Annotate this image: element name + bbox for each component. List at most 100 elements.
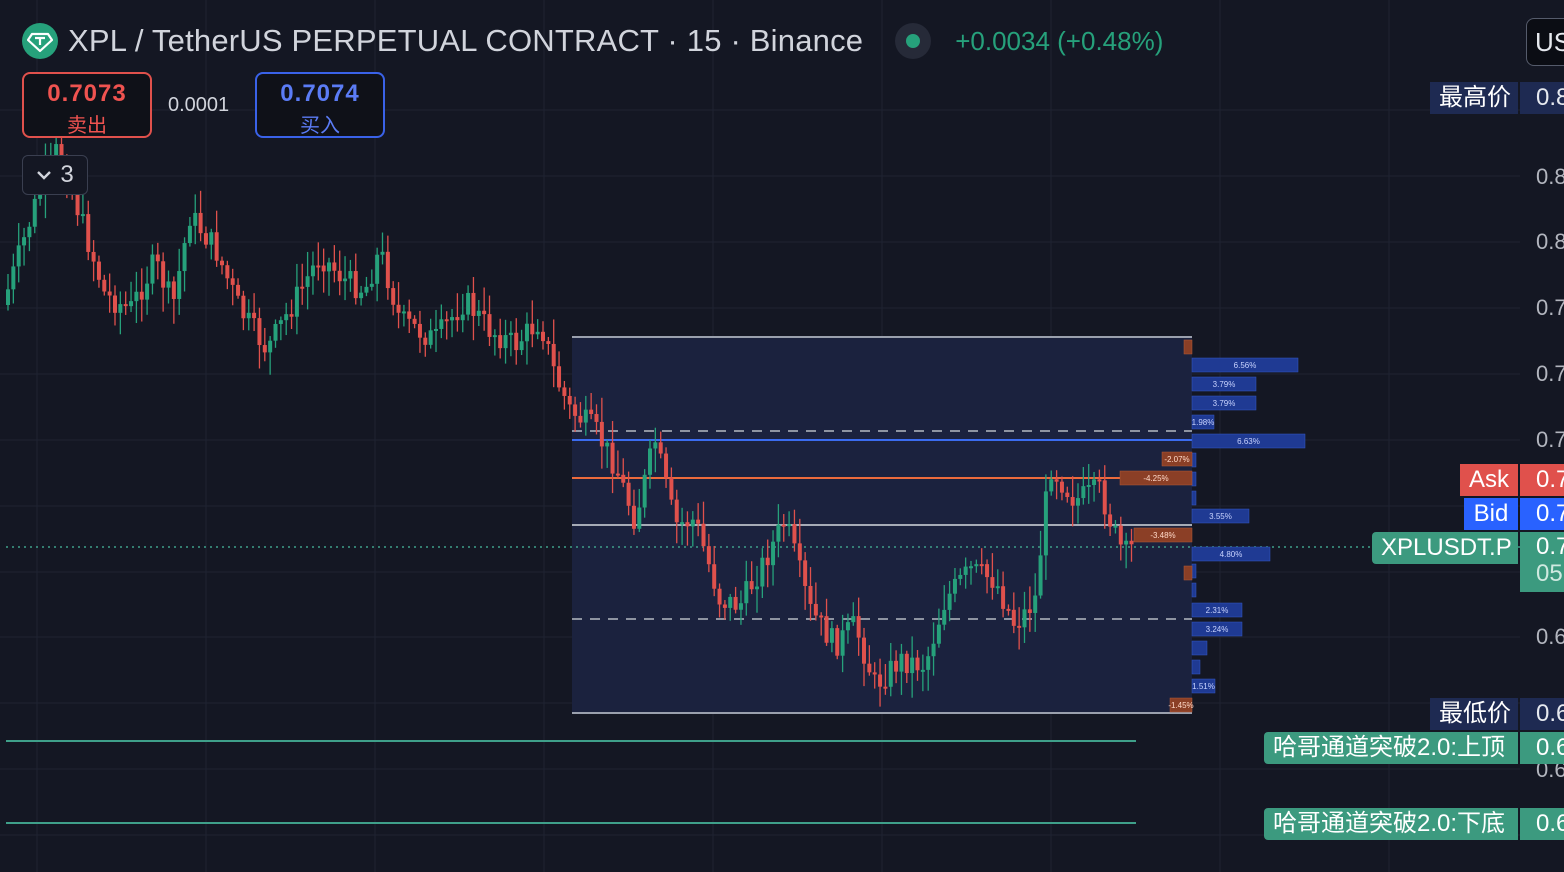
price-tick: 0.6: [1536, 624, 1564, 649]
bid-value: 0.7: [1520, 498, 1564, 530]
candle-body: [658, 442, 663, 454]
candle-body: [27, 226, 32, 238]
candle-body: [182, 243, 187, 272]
currency-button[interactable]: US: [1526, 18, 1564, 66]
candle-body: [690, 519, 695, 527]
candle-body: [610, 442, 615, 474]
candle-body: [225, 265, 230, 279]
candle-body: [669, 477, 674, 500]
candle-body: [1065, 492, 1070, 498]
candle-body: [32, 198, 37, 227]
volume-bar-label: -1.45%: [1168, 701, 1193, 710]
candle-body: [648, 448, 652, 475]
symbol-title[interactable]: XPL / TetherUS PERPETUAL CONTRACT · 15 ·…: [68, 23, 864, 58]
candle-body: [524, 323, 529, 342]
candle-body: [1017, 625, 1022, 628]
candle-body: [294, 286, 299, 317]
candle-body: [91, 251, 96, 262]
candle-body: [316, 265, 321, 268]
candle-body: [626, 482, 631, 506]
volume-bar-label: 1.98%: [1192, 418, 1215, 427]
indicator-count: 3: [60, 161, 74, 188]
candle-body: [391, 288, 396, 305]
volume-bar-buy: [1191, 490, 1197, 506]
high-label: 最高价: [1430, 82, 1518, 114]
candle-body: [428, 330, 433, 345]
volume-bar-sell: [1169, 697, 1193, 713]
volume-bar-label: 4.80%: [1220, 550, 1243, 559]
indicators-toggle[interactable]: 3: [22, 155, 88, 195]
candle-body: [920, 669, 925, 672]
volume-bar-buy: [1191, 582, 1197, 598]
volume-bar-buy: [1191, 621, 1243, 637]
candle-body: [1038, 555, 1043, 596]
candle-body: [364, 286, 369, 293]
candle-body: [139, 291, 144, 300]
candle-body: [444, 319, 449, 322]
candle-body: [407, 311, 412, 319]
volume-bar-buy: [1191, 414, 1215, 430]
candle-body: [771, 541, 776, 566]
price-tick: 0.8: [1536, 164, 1564, 189]
candle-body: [1086, 484, 1091, 487]
candle-body: [722, 604, 727, 608]
sell-label: 卖出: [67, 115, 107, 137]
candle-body: [589, 409, 594, 415]
candle-body: [466, 292, 471, 315]
candle-body: [22, 237, 27, 246]
volume-bar-sell: [1119, 470, 1193, 486]
candle-body: [369, 283, 374, 287]
candle-body: [535, 331, 540, 335]
candle-body: [11, 266, 16, 290]
candle-body: [1049, 479, 1054, 492]
candle-body: [508, 332, 513, 336]
candle-body: [947, 593, 952, 610]
candle-body: [1097, 479, 1102, 482]
candle-body: [230, 278, 235, 285]
volume-bar-buy: [1191, 395, 1257, 411]
symbol-price-label: XPLUSDT.P: [1372, 532, 1518, 564]
candle-body: [578, 415, 583, 423]
candle-body: [1092, 479, 1097, 485]
candle-body: [712, 564, 717, 589]
candle-body: [963, 566, 968, 575]
volume-bar-buy: [1191, 433, 1306, 449]
candle-body: [787, 524, 792, 527]
candle-body: [985, 564, 990, 578]
sell-button[interactable]: 0.7073 卖出: [22, 72, 152, 138]
candle-body: [75, 193, 80, 216]
volume-bar-buy: [1191, 546, 1271, 562]
candle-body: [102, 279, 107, 292]
volume-bar-label: 1.51%: [1192, 682, 1215, 691]
candle-body: [236, 284, 241, 296]
volume-bar-label: 3.79%: [1213, 380, 1236, 389]
candle-body: [969, 566, 973, 569]
candle-body: [936, 624, 941, 644]
candle-body: [899, 653, 904, 672]
candles: [6, 131, 1134, 707]
candle-body: [562, 387, 567, 396]
candle-body: [664, 453, 669, 478]
price-tick: 0.7: [1536, 295, 1564, 320]
chevron-down-icon: [37, 171, 52, 180]
candle-body: [375, 254, 380, 284]
candle-body: [203, 233, 208, 245]
candle-body: [150, 254, 155, 284]
volume-bar-buy: [1191, 678, 1216, 694]
candle-body: [765, 557, 770, 566]
market-open-dot-icon[interactable]: [895, 23, 932, 59]
volume-bar-buy: [1191, 452, 1197, 468]
candle-body: [498, 335, 503, 349]
buy-button[interactable]: 0.7074 买入: [255, 72, 385, 138]
candle-body: [166, 281, 171, 288]
candle-body: [674, 499, 679, 523]
volume-bar-label: -2.07%: [1164, 455, 1189, 464]
candle-body: [776, 524, 781, 542]
candle-body: [760, 557, 765, 587]
candle-body: [594, 414, 599, 422]
candle-body: [615, 473, 620, 476]
candle-body: [894, 660, 899, 672]
candle-body: [829, 628, 834, 643]
